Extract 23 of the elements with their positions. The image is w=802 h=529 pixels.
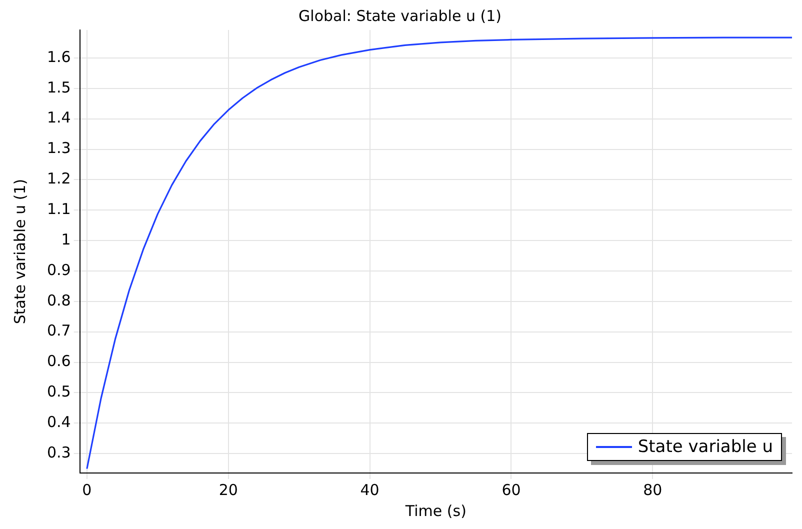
y-tick-label: 0.5: [46, 382, 71, 401]
x-tick-label: 40: [360, 480, 380, 499]
x-tick-label: 0: [82, 480, 92, 499]
y-tick-label: 0.6: [46, 352, 71, 370]
x-axis-title: Time (s): [404, 502, 466, 520]
y-tick-label: 1.3: [46, 139, 71, 158]
y-tick-label: 0.3: [46, 443, 71, 462]
y-tick-label: 0.9: [46, 260, 71, 279]
x-tick-label: 20: [218, 480, 238, 499]
x-tick-label: 60: [502, 480, 521, 499]
y-tick-label: 1.1: [46, 200, 71, 218]
y-tick-label: 1.2: [46, 170, 71, 188]
y-axis-title: State variable u (1): [10, 178, 29, 324]
chart-title: Global: State variable u (1): [298, 6, 502, 25]
y-tick-label: 0.4: [46, 412, 71, 431]
y-tick-label: 0.7: [46, 322, 71, 340]
y-tick-label: 1.6: [46, 48, 71, 66]
y-tick-label: 1: [61, 230, 71, 248]
legend-label: State variable u: [638, 437, 773, 457]
x-tick-label: 80: [643, 480, 662, 499]
y-tick-label: 1.4: [46, 108, 71, 127]
y-tick-label: 0.8: [46, 291, 71, 310]
y-tick-label: 1.5: [46, 78, 71, 96]
